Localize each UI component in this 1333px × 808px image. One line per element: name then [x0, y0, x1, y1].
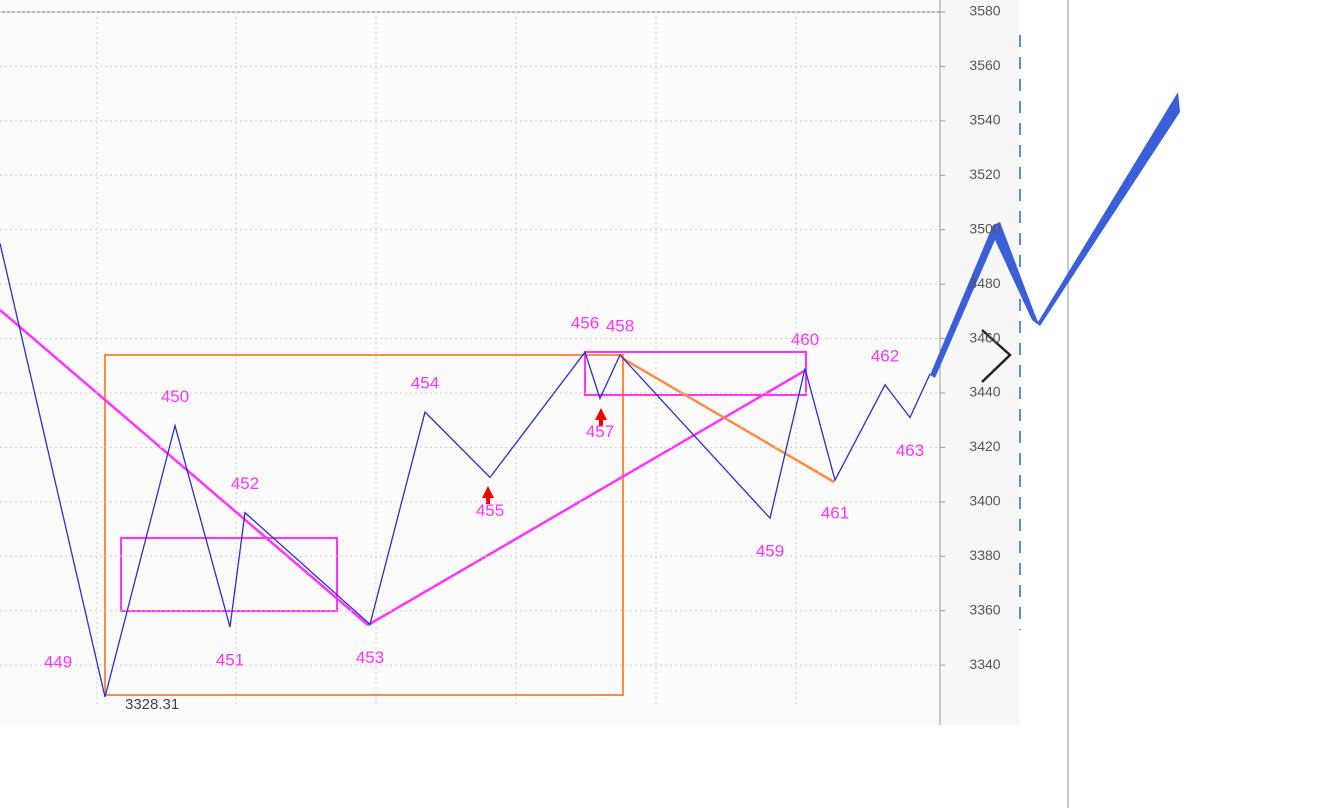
buy-arrow [595, 408, 607, 426]
y-tick-label: 3400 [969, 493, 1000, 509]
y-tick-label: 3440 [969, 384, 1000, 400]
range-box [104, 354, 624, 696]
wave-label: 452 [231, 474, 259, 493]
y-tick-label: 3540 [969, 112, 1000, 128]
wave-label: 457 [586, 422, 614, 441]
plot-area [0, 0, 940, 725]
wave-label: 459 [756, 542, 784, 561]
axis-area [940, 0, 1020, 725]
y-tick-label: 3340 [969, 656, 1000, 672]
low-price-label: 3328.31 [125, 696, 179, 713]
y-tick-label: 3500 [969, 220, 1000, 236]
y-tick-label: 3460 [969, 329, 1000, 345]
zigzag-line [0, 243, 931, 698]
wave-label: 450 [161, 387, 189, 406]
collapse-chevron [981, 329, 1012, 383]
consolidation-box [120, 537, 338, 612]
trend-line [367, 368, 807, 627]
side-panel [1020, 0, 1068, 808]
wave-label: 455 [476, 501, 504, 520]
y-tick-label: 3360 [969, 601, 1000, 617]
y-tick-label: 3560 [969, 57, 1000, 73]
buy-arrow [482, 486, 494, 504]
y-tick-label: 3580 [969, 3, 1000, 19]
wave-label: 453 [356, 648, 384, 667]
wave-label: 451 [216, 651, 244, 670]
trend-line [621, 356, 835, 484]
wave-label: 456 [571, 314, 599, 333]
wave-label: 461 [821, 504, 849, 523]
wave-label: 454 [411, 374, 439, 393]
y-tick-label: 3420 [969, 438, 1000, 454]
y-tick-label: 3520 [969, 166, 1000, 182]
wave-label: 449 [44, 652, 72, 671]
vertical-grid [96, 12, 797, 705]
trend-line [0, 309, 369, 626]
wave-label: 463 [896, 441, 924, 460]
y-tick-label: 3480 [969, 275, 1000, 291]
y-tick-label: 3380 [969, 547, 1000, 563]
wave-label: 458 [606, 316, 634, 335]
wave-label: 462 [871, 346, 899, 365]
wave-label: 460 [791, 330, 819, 349]
